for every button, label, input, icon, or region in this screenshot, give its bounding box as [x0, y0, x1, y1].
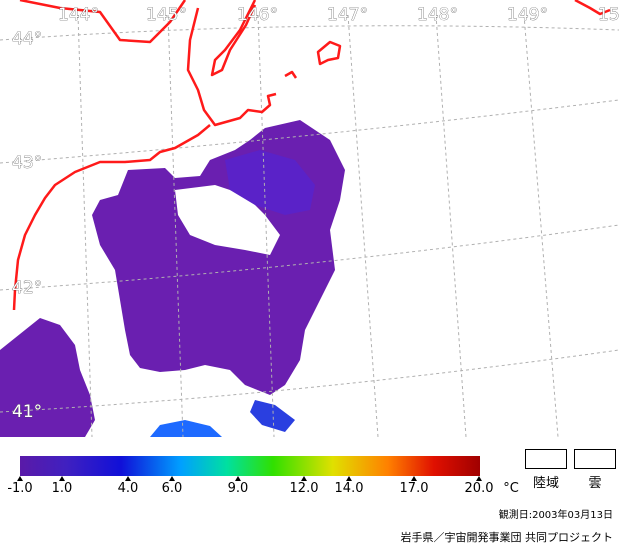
graticule	[0, 14, 619, 437]
tick-marker	[301, 476, 307, 481]
lat-label-43: 43°	[12, 153, 42, 173]
scale-tick-label: -1.0	[7, 481, 33, 496]
meridian-146	[257, 14, 275, 437]
lat-label-41: 41°	[12, 402, 42, 422]
scale-tick-label: 1.0	[51, 481, 73, 496]
scale-tick-label: 20.0	[464, 481, 494, 496]
scale-unit: °C	[503, 481, 519, 496]
parallel-42	[0, 224, 619, 291]
parallel-41	[0, 349, 619, 413]
parallel-44	[0, 25, 619, 41]
coastline-iturup	[574, 0, 611, 16]
meridian-148	[435, 14, 467, 437]
coastline-habomai	[284, 70, 298, 79]
tick-marker	[59, 476, 65, 481]
lat-label-44: 44°	[12, 29, 42, 49]
sst-region-warm-current	[250, 400, 295, 432]
meridian-144	[77, 14, 93, 437]
coastline-kunashiri	[316, 40, 342, 66]
cloud-legend-swatch	[574, 449, 616, 469]
lon-label-146: 146°	[237, 5, 278, 25]
tick-marker	[411, 476, 417, 481]
lat-label-42: 42°	[12, 278, 42, 298]
sst-region-cloud-gap	[175, 185, 280, 255]
scale-tick-label: 6.0	[161, 481, 183, 496]
tick-marker	[17, 476, 23, 481]
coastline-hokkaido	[12, 0, 277, 311]
land-legend-label: 陸域	[532, 476, 560, 491]
coastline	[12, 0, 611, 311]
meridian-149	[523, 14, 559, 437]
cloud-legend-label: 雲	[588, 476, 602, 491]
tick-marker	[476, 476, 482, 481]
sst-map: 144° 145° 146° 147° 148° 149° 15 44° 43°…	[0, 0, 619, 437]
tick-marker	[235, 476, 241, 481]
land-legend-swatch	[525, 449, 567, 469]
scale-tick-label: 17.0	[399, 481, 429, 496]
lon-label-144: 144°	[58, 5, 99, 25]
scale-ticks	[17, 476, 482, 481]
lon-label-145: 145°	[146, 5, 187, 25]
temperature-color-scale	[17, 456, 482, 481]
tick-marker	[346, 476, 352, 481]
scale-tick-label: 14.0	[334, 481, 364, 496]
sst-region-south-warm	[150, 420, 222, 437]
credit-text: 岩手県／宇宙開発事業団 共同プロジェクト	[400, 531, 614, 544]
observation-date: 観測日:2003年03月13日	[498, 510, 613, 521]
meridian-147	[347, 14, 379, 437]
tick-marker	[125, 476, 131, 481]
sst-field	[0, 120, 345, 437]
lon-label-147: 147°	[327, 5, 368, 25]
lon-label-150: 15	[598, 5, 619, 25]
scale-tick-label: 9.0	[227, 481, 249, 496]
meridian-145	[167, 14, 184, 437]
scale-tick-label: 4.0	[117, 481, 139, 496]
color-bar	[20, 456, 480, 476]
lon-label-148: 148°	[417, 5, 458, 25]
tick-marker	[169, 476, 175, 481]
sst-region-north-cold	[225, 150, 315, 215]
sst-region-southwest	[0, 318, 95, 437]
parallel-43	[0, 99, 619, 164]
lon-label-149: 149°	[507, 5, 548, 25]
scale-tick-label: 12.0	[289, 481, 319, 496]
